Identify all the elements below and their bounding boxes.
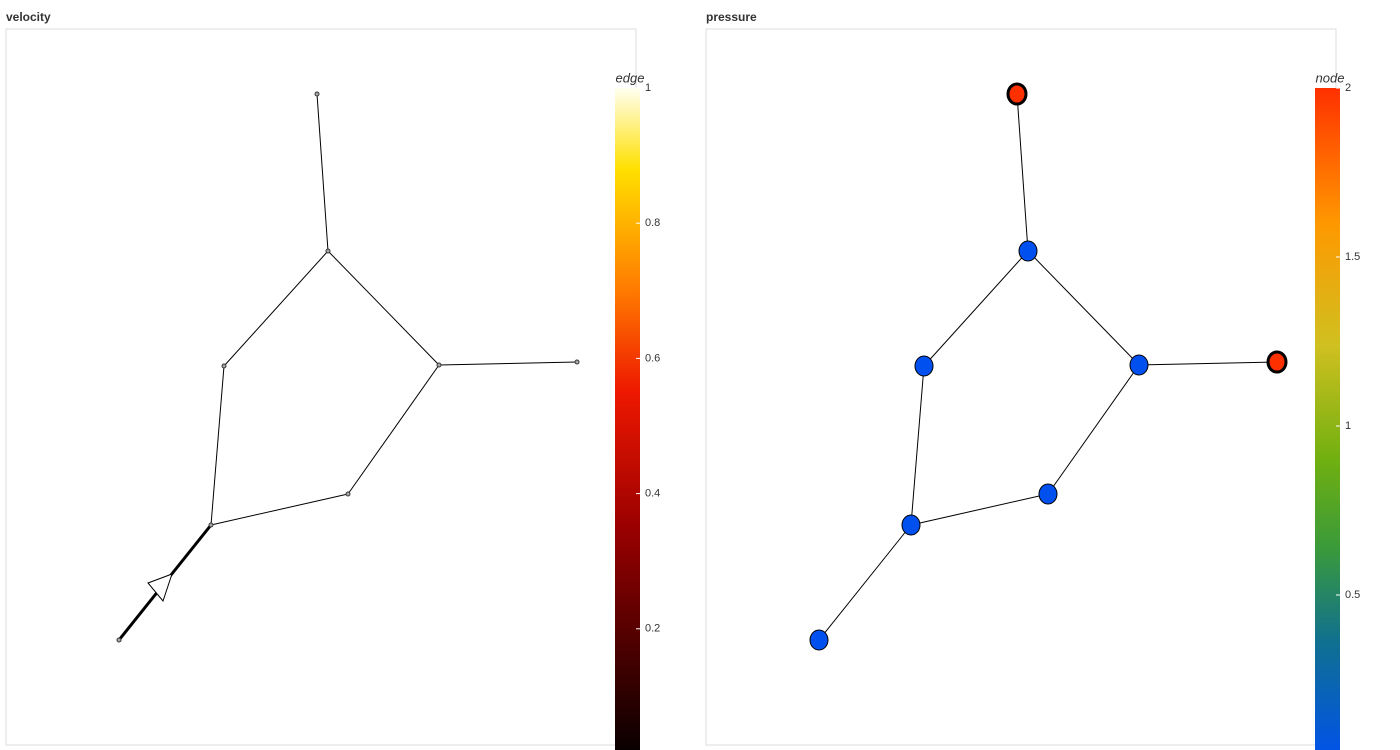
- edge: [438, 361, 578, 366]
- edge: [910, 493, 1049, 526]
- edge: [347, 364, 440, 495]
- panel-frame: [705, 28, 1337, 746]
- edge: [818, 524, 912, 641]
- colorbar-label: node: [1316, 70, 1345, 85]
- edge: [1138, 361, 1278, 366]
- edge: [923, 250, 1029, 367]
- colorbar-tick-label: 1.5: [1345, 251, 1360, 263]
- panel-frame: [5, 28, 637, 746]
- node: [1266, 350, 1288, 374]
- edge: [910, 365, 925, 526]
- edge: [316, 93, 329, 252]
- node: [1038, 483, 1058, 505]
- node: [221, 363, 227, 369]
- panel-title: pressure: [706, 10, 757, 24]
- edge: [210, 493, 349, 526]
- node: [1006, 82, 1028, 106]
- node: [809, 629, 829, 651]
- node: [325, 248, 331, 254]
- node: [1018, 240, 1038, 262]
- edge: [210, 365, 225, 526]
- colorbar-tick-label: 0.6: [645, 352, 660, 364]
- node: [574, 359, 580, 365]
- colorbar-tick-label: 0.2: [645, 623, 660, 635]
- node: [116, 637, 122, 643]
- colorbar: [1315, 88, 1340, 750]
- colorbar-label: edge: [616, 70, 645, 85]
- node: [208, 522, 214, 528]
- edge: [327, 250, 440, 366]
- colorbar-tick-label: 0.4: [645, 488, 660, 500]
- flow-arrow: [147, 573, 173, 603]
- colorbar-tick-label: 1: [1345, 420, 1351, 432]
- colorbar-tick-label: 0.5: [1345, 589, 1360, 601]
- node: [314, 91, 320, 97]
- edge: [1016, 93, 1029, 252]
- node: [345, 491, 351, 497]
- node: [1129, 354, 1149, 376]
- colorbar-tick-label: 2: [1345, 82, 1351, 94]
- colorbar-tick-label: 1: [645, 82, 651, 94]
- colorbar: [615, 88, 640, 750]
- edge: [1027, 250, 1140, 366]
- node: [436, 362, 442, 368]
- colorbar-tick-label: 0.8: [645, 217, 660, 229]
- node: [901, 514, 921, 536]
- edge: [223, 250, 329, 367]
- edge: [1047, 364, 1140, 495]
- panel-title: velocity: [6, 10, 51, 24]
- node: [914, 355, 934, 377]
